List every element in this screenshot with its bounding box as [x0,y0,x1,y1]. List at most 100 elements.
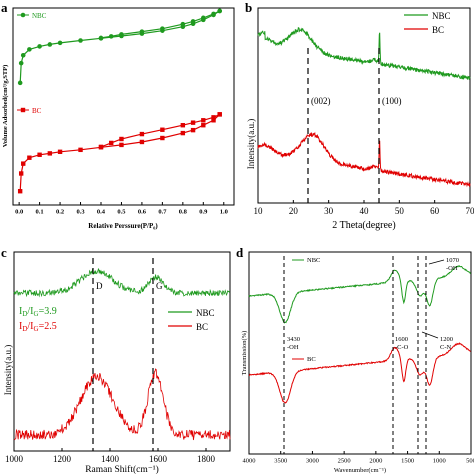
panel-label-c: c [1,245,7,260]
panel-a-bc-point [47,151,53,156]
panel-a-nbc-point [27,47,32,52]
panel-c-annotation-g: G [156,281,163,291]
panel-a-legend-bc: BC [17,107,42,115]
panel-d-x-tick-label: 1000 [433,458,446,465]
panel-b-x-tick-label: 20 [289,206,299,216]
panel-b-bc-curve [257,131,471,188]
legend-bc-marker [20,107,26,113]
panel-a-bc-point [201,123,206,128]
panel-d-arrow-1070 [428,259,445,265]
panel-b-x-tick-label: 70 [466,206,474,216]
panel-a-x-tick-label: 0.3 [76,209,85,216]
panel-label-a: a [1,0,8,15]
panel-d-legend-bc: BC [292,356,316,363]
panel-a-nbc-point [119,32,124,37]
panel-d-frame [248,251,472,455]
panel-a-nbc-point [160,26,165,31]
panel-c-nbc-curve [13,268,231,298]
panel-label-d: d [236,245,244,260]
panel-a-bc-point [119,142,124,148]
panel-a-nbc-point [211,11,216,17]
panel-a-x-tick-label: 1.0 [220,209,228,216]
panel-d-x-tick-label: 500 [466,458,474,465]
panel-a-bc-desorption-line [100,113,220,148]
panel-a-bc-point [180,130,186,136]
panel-b-annotation-002: (002) [311,96,331,106]
panel-a-x-tick-label: 0.5 [117,209,126,216]
panel-a-x-tick-label: 0.6 [138,209,147,216]
panel-c-ratio-bc: ID/IG=2.5 [19,321,57,333]
panel-a-nbc-point [17,80,23,86]
panel-c-xlabel: Raman Shift(cm⁻¹) [85,464,159,474]
panel-a-nbc-point [108,34,114,39]
panel-a-bc-point [139,139,145,145]
panel-a-bc-point [211,118,216,123]
panel-d-nbc-curve [248,265,472,324]
panel-d-annotation-3430: 3430 -OH [287,336,300,351]
panel-a-x-ticks: 0.0 0.1 0.2 0.3 0.4 0.5 0.6 0.7 0.8 0.9 1.0 [15,202,228,216]
panel-a-nbc-point [139,29,145,34]
panel-a-bc-point [190,127,196,133]
panel-c-ratio-nbc: ID/IG=3.9 [19,306,57,318]
panel-a-bc-point [119,136,124,142]
panel-b: 10 20 30 40 50 60 70 2 Theta(degree) Intensity… [246,7,474,231]
panel-d-x-tick-label: 3000 [306,458,319,465]
panel-a-nbc-desorption-line [100,10,220,39]
panel-a: 0.0 0.1 0.2 0.3 0.4 0.5 0.6 0.7 0.8 0.9 1.0 Relati… [2,7,235,230]
panel-d-x-tick-label: 2000 [369,458,382,465]
panel-c-bc-curve [13,368,231,441]
legend-nbc-label: NBC [307,257,320,264]
panel-c: 1000 1200 1400 1600 1800 Raman Shift(cm⁻¹) I… [3,251,231,474]
panel-a-bc-point [217,112,222,117]
panel-a-bc-point [160,127,165,132]
panel-d-xlabel: Wavenumber(cm⁻¹) [334,467,386,474]
panel-b-x-tick-label: 10 [254,206,264,216]
panel-d-x-tick-label: 1500 [401,458,414,465]
panel-a-nbc-point [217,8,222,14]
panel-a-series [17,8,222,194]
legend-bc-label: BC [196,322,208,332]
panel-a-x-tick-label: 0.4 [97,209,106,216]
panel-a-nbc-point [47,42,53,47]
panel-a-nbc-point [201,15,206,21]
panel-a-bc-point [211,115,216,120]
panel-a-bc-point [27,155,32,160]
panel-a-frame [12,7,235,206]
panel-a-bc-point [109,140,114,146]
panel-b-x-tick-label: 50 [395,206,405,216]
panel-a-nbc-point [18,60,24,66]
panel-c-x-tick-label: 1800 [197,454,216,464]
panel-d-legend-nbc: NBC [292,257,320,264]
panel-a-bc-point [78,147,83,153]
panel-d-x-tick-label: 3500 [274,458,287,465]
panel-a-x-tick-label: 0.8 [179,209,188,216]
panel-d-x-tick-label: 2500 [338,458,351,465]
panel-a-x-tick-label: 0.0 [15,209,23,216]
panel-a-bc-point [190,120,196,125]
legend-nbc-label: NBC [432,11,451,21]
panel-a-bc-point [18,171,24,176]
panel-b-xlabel: 2 Theta(degree) [332,220,395,231]
panel-b-nbc-curve [257,27,471,80]
panel-a-bc-point [160,135,165,141]
legend-bc-label: BC [32,107,42,115]
panel-c-x-ticks: 1000 1200 1400 1600 1800 [5,448,216,464]
panel-d-ylabel: Transmission(%) [241,331,248,376]
panel-a-ylabel: Volume Adsorbed(cm³/g,STP) [2,65,9,148]
panel-b-x-ticks: 10 20 30 40 50 60 70 [254,200,474,216]
legend-nbc-marker [20,12,26,18]
legend-nbc-label: NBC [196,308,215,318]
panel-a-x-tick-label: 0.1 [36,209,44,216]
panel-a-bc-point [201,118,206,123]
panel-d-annotation-1200: 1200 C-N [440,336,453,351]
panel-d-x-tick-label: 4000 [243,458,256,465]
panel-b-legend: NBC BC [404,11,451,35]
panel-a-nbc-point [37,44,42,49]
legend-bc-label: BC [432,25,444,35]
panel-a-bc-point [180,123,186,128]
panel-d-annotation-1600: 1600 -C-O [395,336,409,351]
panel-a-nbc-point [57,40,63,46]
panel-c-legend: NBC BC [168,308,215,332]
panel-b-annotation-100: (100) [382,96,402,106]
panel-d-x-ticks: 4000 3500 3000 2500 2000 1500 1000 500 [243,451,474,465]
